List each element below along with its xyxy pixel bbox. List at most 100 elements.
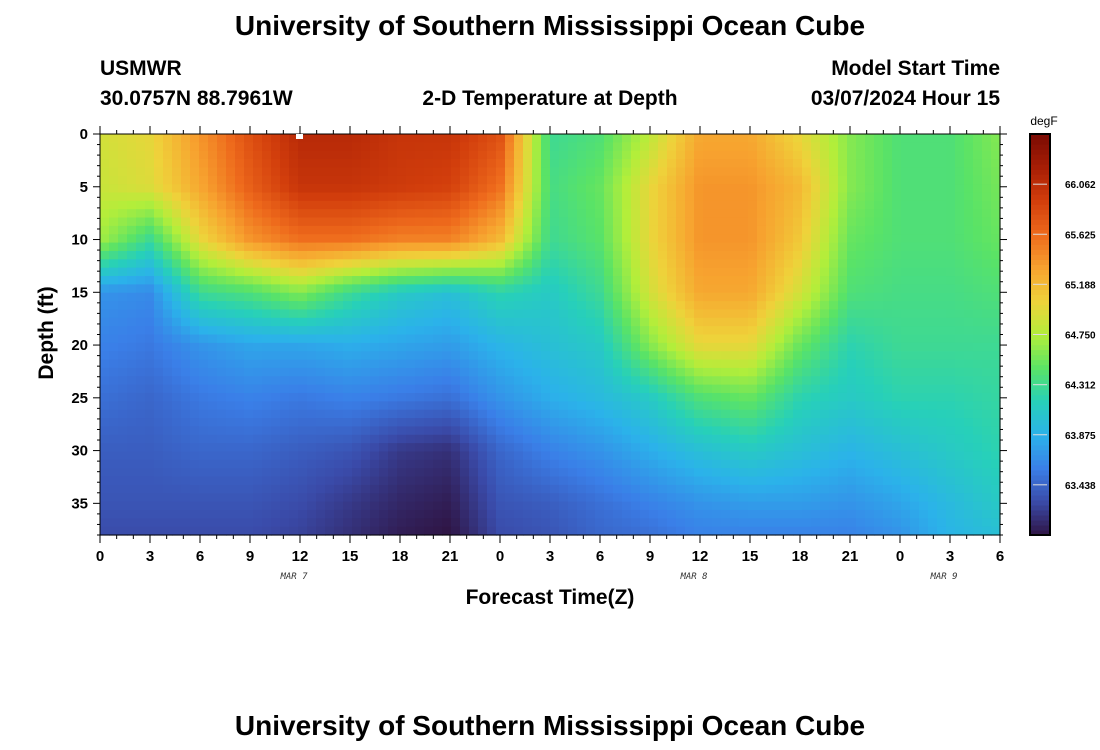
heatmap-cell — [100, 209, 110, 219]
heatmap-cell — [901, 426, 911, 436]
heatmap-cell — [397, 392, 407, 402]
heatmap-cell — [460, 451, 470, 461]
heatmap-cell — [766, 150, 776, 160]
heatmap-cell — [955, 134, 965, 143]
heatmap-cell — [838, 267, 848, 277]
heatmap-cell — [127, 192, 137, 202]
heatmap-cell — [640, 484, 650, 494]
heatmap-cell — [415, 518, 425, 528]
heatmap-cell — [892, 326, 902, 336]
heatmap-cell — [487, 367, 497, 377]
heatmap-cell — [208, 468, 218, 478]
heatmap-cell — [154, 468, 164, 478]
heatmap-cell — [451, 317, 461, 327]
heatmap-cell — [379, 426, 389, 436]
heatmap-cell — [856, 317, 866, 327]
x-tick-label: 12 — [292, 548, 309, 565]
heatmap-cell — [100, 443, 110, 453]
heatmap-cell — [919, 376, 929, 386]
heatmap-cell — [685, 376, 695, 386]
heatmap-cell — [901, 184, 911, 194]
x-tick-label: 6 — [996, 548, 1004, 565]
heatmap-cell — [667, 159, 677, 169]
heatmap-cell — [136, 401, 146, 411]
heatmap-cell — [586, 259, 596, 269]
heatmap-cell — [676, 418, 686, 427]
heatmap-cell — [883, 142, 893, 152]
heatmap-cell — [388, 376, 398, 386]
heatmap-cell — [946, 476, 956, 486]
heatmap-cell — [856, 142, 866, 152]
heatmap-cell — [289, 367, 299, 377]
heatmap-cell — [127, 418, 137, 427]
heatmap-cell — [649, 326, 659, 336]
heatmap-cell — [145, 217, 155, 227]
heatmap-cell — [406, 451, 416, 461]
heatmap-cell — [460, 468, 470, 478]
heatmap-cell — [541, 384, 551, 394]
heatmap-cell — [973, 200, 983, 210]
heatmap-cell — [856, 367, 866, 377]
heatmap-cell — [523, 167, 533, 177]
heatmap-cell — [163, 284, 173, 294]
heatmap-cell — [334, 209, 344, 219]
heatmap-cell — [379, 359, 389, 369]
heatmap-cell — [748, 484, 758, 494]
heatmap-cell — [523, 284, 533, 294]
heatmap-cell — [568, 518, 578, 528]
heatmap-cell — [244, 418, 254, 427]
heatmap-cell — [730, 326, 740, 336]
heatmap-cell — [892, 401, 902, 411]
heatmap-cell — [478, 184, 488, 194]
heatmap-cell — [856, 309, 866, 319]
heatmap-cell — [676, 392, 686, 402]
heatmap-cell — [676, 484, 686, 494]
heatmap-cell — [271, 309, 281, 319]
heatmap-cell — [343, 493, 353, 503]
heatmap-cell — [415, 217, 425, 227]
heatmap-cell — [334, 259, 344, 269]
heatmap-cell — [343, 192, 353, 202]
heatmap-cell — [541, 209, 551, 219]
heatmap-cell — [595, 250, 605, 260]
heatmap-cell — [343, 250, 353, 260]
heatmap-cell — [910, 451, 920, 461]
heatmap-cell — [640, 509, 650, 519]
heatmap-cell — [874, 234, 884, 244]
heatmap-cell — [163, 443, 173, 453]
heatmap-cell — [226, 284, 236, 294]
heatmap-cell — [685, 409, 695, 419]
heatmap-cell — [280, 159, 290, 169]
heatmap-cell — [181, 459, 191, 469]
heatmap-cell — [217, 351, 227, 361]
heatmap-cell — [586, 200, 596, 210]
heatmap-cell — [127, 367, 137, 377]
heatmap-cell — [100, 317, 110, 327]
heatmap-cell — [730, 493, 740, 503]
heatmap-cell — [838, 276, 848, 285]
heatmap-cell — [901, 259, 911, 269]
heatmap-cell — [136, 242, 146, 252]
heatmap-cell — [928, 468, 938, 478]
heatmap-cell — [118, 309, 128, 319]
heatmap-cell — [469, 351, 479, 361]
heatmap-cell — [172, 359, 182, 369]
heatmap-cell — [136, 184, 146, 194]
heatmap-cell — [586, 167, 596, 177]
heatmap-cell — [136, 259, 146, 269]
heatmap-cell — [289, 134, 299, 143]
heatmap-cell — [757, 509, 767, 519]
heatmap-cell — [829, 351, 839, 361]
heatmap-cell — [478, 501, 488, 511]
heatmap-cell — [523, 384, 533, 394]
heatmap-cell — [739, 526, 749, 536]
heatmap-cell — [154, 184, 164, 194]
heatmap-cell — [640, 359, 650, 369]
heatmap-cell — [244, 142, 254, 152]
heatmap-cell — [631, 292, 641, 302]
heatmap-cell — [901, 276, 911, 285]
heatmap-cell — [154, 242, 164, 252]
heatmap-cell — [370, 292, 380, 302]
heatmap-cell — [955, 309, 965, 319]
heatmap-cell — [415, 150, 425, 160]
